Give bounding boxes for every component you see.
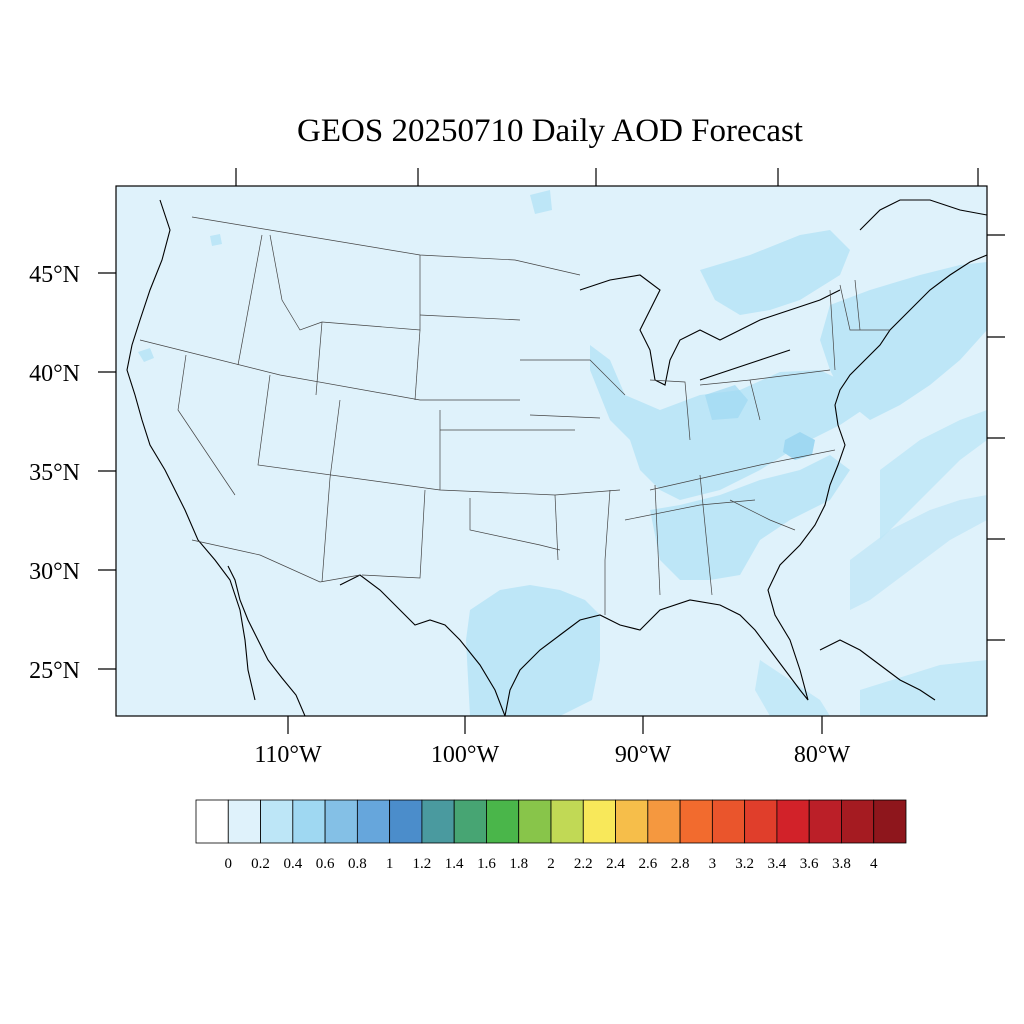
colorbar-tick-label: 0.2	[251, 856, 270, 872]
map-panel: 45°N 40°N 35°N 30°N 25°N 110°W 100°W 90°…	[29, 168, 1005, 768]
lon-label-110w: 110°W	[254, 742, 322, 768]
colorbar-tick-label: 0	[225, 856, 233, 872]
haze-nd-patch	[530, 190, 552, 214]
colorbar-swatch	[776, 799, 810, 844]
colorbar-tick-label: 2.6	[638, 856, 657, 872]
state-boundaries	[139, 216, 890, 615]
lon-label-100w: 100°W	[431, 742, 500, 768]
colorbar-tick-label: 1	[386, 856, 394, 872]
colorbar-swatch	[615, 799, 649, 844]
colorbar-tick-label: 0.6	[316, 856, 335, 872]
lat-label-45n: 45°N	[29, 262, 80, 288]
colorbar-tick-label: 3.8	[832, 856, 851, 872]
colorbar-swatch	[582, 799, 616, 844]
haze-ohio-core	[705, 385, 748, 420]
colorbar-tick-label: 2	[547, 856, 555, 872]
colorbar-swatch	[647, 799, 681, 844]
haze-virginia-hotspot	[783, 432, 815, 460]
colorbar-tick-label: 4	[870, 856, 878, 872]
coastlines	[126, 199, 987, 716]
colorbar-swatch	[873, 799, 907, 844]
lon-label-80w: 80°W	[794, 742, 851, 768]
haze-appalachian-carolinas	[650, 455, 850, 580]
haze-upper-midwest	[700, 230, 850, 315]
haze-atlantic-streaks	[880, 410, 987, 540]
colorbar-swatch	[841, 799, 875, 844]
colorbar-tick-label: 3.4	[768, 856, 787, 872]
haze-atlantic-streaks-2	[850, 495, 987, 610]
lon-label-90w: 90°W	[615, 742, 672, 768]
lat-label-35n: 35°N	[29, 460, 80, 486]
colorbar-swatch	[389, 799, 423, 844]
colorbar-tick-label: 1.2	[413, 856, 432, 872]
colorbar	[195, 799, 907, 844]
colorbar-swatch	[453, 799, 487, 844]
map-border	[115, 185, 988, 717]
colorbar-swatch	[421, 799, 455, 844]
haze-nevada-patch	[138, 348, 154, 362]
colorbar-tick-label: 2.2	[574, 856, 593, 872]
colorbar-swatch	[518, 799, 552, 844]
colorbar-tick-label: 0.8	[348, 856, 367, 872]
colorbar-tick-label: 0.4	[283, 856, 302, 872]
colorbar-tick-label: 3.6	[800, 856, 819, 872]
colorbar-swatch	[195, 799, 229, 844]
map-title: GEOS 20250710 Daily AOD Forecast	[297, 113, 803, 149]
right-ticks	[987, 234, 1005, 641]
top-ticks	[235, 168, 979, 186]
colorbar-tick-label: 2.8	[671, 856, 690, 872]
colorbar-swatch	[711, 799, 746, 844]
colorbar-tick-label: 3	[709, 856, 717, 872]
colorbar-swatch	[808, 799, 842, 844]
colorbar-tick-label: 3.2	[735, 856, 754, 872]
lat-label-40n: 40°N	[29, 361, 80, 387]
colorbar-swatch	[356, 799, 391, 844]
lat-label-25n: 25°N	[29, 658, 80, 684]
colorbar-swatch	[744, 799, 778, 844]
colorbar-labels: 0 0.2 0.4 0.6 0.8 1 1.2 1.4 1.6 1.8 2 2.2 2.4 2.6 2.8 3…	[225, 856, 878, 872]
haze-texas-gulf	[466, 585, 600, 716]
colorbar-swatch	[227, 799, 261, 844]
colorbar-tick-label: 1.4	[445, 856, 464, 872]
haze-great-lakes-ohio	[590, 345, 870, 500]
left-ticks	[98, 272, 116, 670]
colorbar-swatch	[550, 799, 584, 844]
haze-wa-patch	[210, 234, 222, 246]
colorbar-tick-label: 1.6	[477, 856, 496, 872]
lat-label-30n: 30°N	[29, 559, 80, 585]
bottom-ticks	[287, 716, 823, 734]
haze-gulf-south	[860, 660, 987, 716]
colorbar-tick-label: 2.4	[606, 856, 625, 872]
aod-field	[126, 190, 987, 716]
colorbar-swatch	[324, 799, 358, 844]
haze-sw-florida	[755, 660, 830, 716]
colorbar-swatch	[679, 799, 713, 844]
haze-northeast-plume	[820, 262, 987, 420]
colorbar-swatch	[260, 799, 294, 844]
colorbar-swatch	[292, 799, 326, 844]
colorbar-tick-label: 1.8	[509, 856, 528, 872]
colorbar-swatch	[486, 799, 520, 844]
